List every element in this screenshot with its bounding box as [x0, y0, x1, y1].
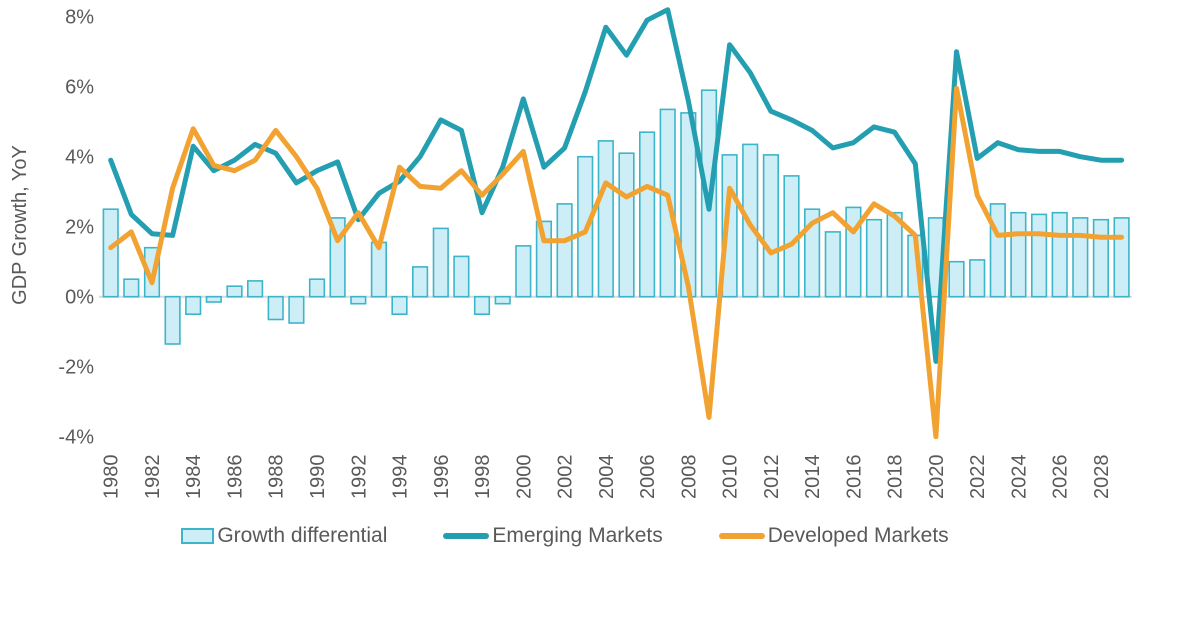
bar-2029 [1113, 217, 1130, 298]
bar-2006 [638, 131, 656, 298]
x-tick-2002: 2002 [555, 455, 577, 500]
bar-2018 [886, 211, 903, 298]
bar-2002 [556, 203, 573, 298]
y-tick-6%: 6% [65, 77, 94, 99]
x-tick-2012: 2012 [761, 455, 783, 500]
bar-1994 [391, 295, 408, 316]
emerging-markets-line [108, 7, 1125, 364]
y-tick--2%: -2% [58, 357, 94, 379]
bar-2000 [515, 245, 532, 298]
growth-differential-bars [102, 89, 1130, 345]
y-tick-8%: 8% [65, 7, 94, 29]
bar-1992 [350, 295, 367, 305]
bar-1996 [432, 227, 449, 298]
y-tick-0%: 0% [65, 287, 94, 309]
bar-1989 [288, 295, 305, 324]
bar-1987 [247, 280, 264, 298]
x-tick-2026: 2026 [1050, 455, 1072, 500]
x-tick-1994: 1994 [390, 455, 412, 500]
x-tick-2016: 2016 [843, 455, 865, 500]
x-tick-1992: 1992 [348, 455, 370, 500]
x-tick-1982: 1982 [142, 455, 164, 500]
x-tick-2004: 2004 [596, 455, 618, 500]
x-tick-1990: 1990 [307, 455, 329, 500]
bar-1988 [267, 295, 284, 321]
bar-2021 [948, 260, 965, 298]
bar-2022 [969, 259, 986, 298]
bar-1997 [453, 255, 470, 298]
bar-2025 [1031, 213, 1048, 298]
legend-item-growth-differential: Growth differential [181, 524, 387, 548]
y-axis-tick-labels: 8% 6% 4% 2% 0% -2% -4% [58, 7, 94, 449]
chart-legend: Growth differential Emerging Markets Dev… [0, 524, 1130, 548]
legend-label-emerging-markets: Emerging Markets [492, 524, 663, 547]
bar-1984 [185, 295, 202, 316]
y-tick-4%: 4% [65, 147, 94, 169]
y-axis-title: GDP Growth, YoY [9, 145, 31, 305]
x-tick-2010: 2010 [720, 455, 742, 500]
x-tick-2008: 2008 [678, 455, 700, 500]
bar-1980 [102, 208, 119, 298]
bar-1986 [226, 285, 243, 298]
developed-markets-line-swatch-icon [718, 533, 765, 539]
bar-2014 [803, 208, 821, 298]
bar-2005 [618, 152, 635, 298]
emerging-markets-line-swatch-icon [443, 533, 490, 539]
x-tick-1998: 1998 [472, 455, 494, 500]
bar-1998 [473, 295, 491, 316]
legend-label-developed-markets: Developed Markets [767, 524, 949, 547]
growth-differential-swatch-icon [181, 528, 215, 544]
x-tick-2028: 2028 [1091, 455, 1113, 500]
x-tick-2000: 2000 [513, 455, 535, 500]
legend-item-developed-markets: Developed Markets [718, 524, 949, 548]
bar-2026 [1051, 211, 1068, 298]
bar-2017 [865, 218, 883, 298]
x-tick-1980: 1980 [101, 455, 123, 500]
bar-1983 [164, 295, 181, 345]
bar-2015 [824, 231, 841, 298]
bar-1981 [123, 278, 140, 298]
bar-2012 [762, 154, 779, 298]
x-tick-2006: 2006 [637, 455, 659, 500]
x-tick-2024: 2024 [1008, 455, 1030, 500]
bar-2004 [597, 140, 614, 298]
developed-markets-line [108, 85, 1125, 440]
legend-item-emerging-markets: Emerging Markets [443, 524, 663, 548]
bar-2028 [1092, 218, 1109, 298]
x-tick-2022: 2022 [967, 455, 989, 500]
y-tick-2%: 2% [65, 217, 94, 239]
x-tick-2014: 2014 [802, 455, 824, 500]
x-tick-1984: 1984 [183, 455, 205, 500]
x-tick-2020: 2020 [926, 455, 948, 500]
legend-label-growth-differential: Growth differential [217, 524, 388, 547]
x-tick-1986: 1986 [225, 455, 247, 500]
x-tick-1988: 1988 [266, 455, 288, 500]
x-tick-2018: 2018 [885, 455, 907, 500]
x-axis-tick-labels: 1980 1982 1984 1986 1988 1990 1992 1994 1996 1998… [101, 455, 1113, 500]
bar-1993 [370, 241, 388, 298]
bar-2023 [989, 203, 1006, 298]
x-tick-1996: 1996 [431, 455, 453, 500]
bar-1990 [308, 278, 326, 298]
bar-2027 [1072, 217, 1089, 298]
bar-1985 [205, 295, 222, 303]
bar-1995 [411, 266, 429, 298]
y-tick--4%: -4% [58, 427, 94, 449]
bar-1999 [494, 295, 511, 305]
bar-2024 [1010, 211, 1027, 298]
